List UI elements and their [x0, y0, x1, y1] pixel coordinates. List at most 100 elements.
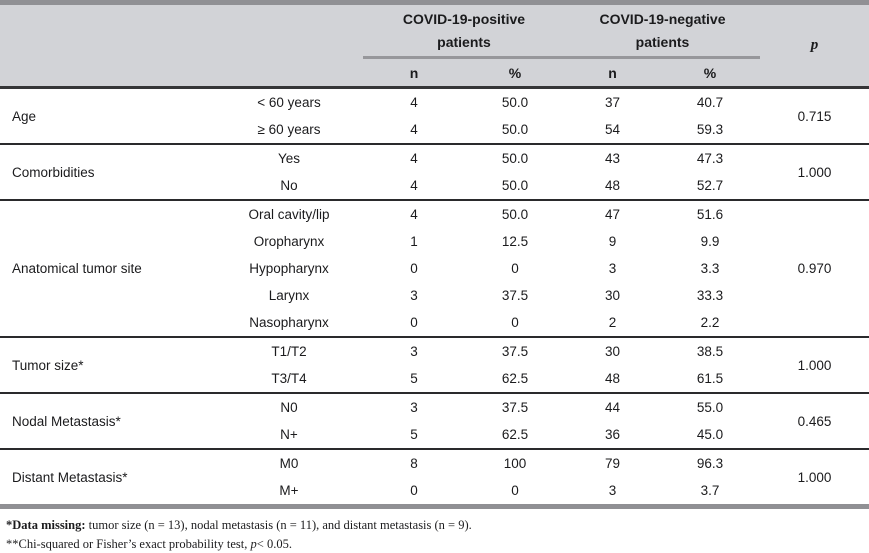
cell-neg-pct: 55.0 [696, 400, 724, 415]
cell-neg-pct: 51.6 [696, 207, 724, 222]
table-row: Tumor size* T1/T2 3 37.5 30 38.5 1.000 [0, 337, 869, 373]
category-label: Tumor size* [12, 357, 84, 373]
cell-neg-pct: 33.3 [696, 288, 724, 303]
cell-p-value: 1.000 [797, 469, 832, 485]
cell-sublabel: M+ [279, 483, 299, 498]
cell-sublabel: < 60 years [257, 95, 321, 110]
category-label: Nodal Metastasis* [12, 413, 121, 429]
cell-pos-n: 0 [410, 315, 418, 330]
cell-neg-n: 54 [604, 122, 621, 137]
category-label: Distant Metastasis* [12, 469, 128, 485]
footnote-test-prefix: **Chi-squared or Fisher’s exact probabil… [6, 536, 251, 551]
table-row: Comorbidities Yes 4 50.0 43 47.3 1.000 [0, 144, 869, 180]
table-row: Larynx 3 37.5 30 33.3 [0, 282, 869, 309]
header-group-covid-positive: COVID-19-positive patients [363, 2, 565, 59]
category-label: Age [12, 108, 37, 124]
table-row: Oropharynx 1 12.5 9 9.9 [0, 228, 869, 255]
results-table: COVID-19-positive patients COVID-19-nega… [0, 0, 869, 509]
cell-neg-pct: 38.5 [696, 344, 724, 359]
cell-neg-n: 2 [608, 315, 617, 330]
cell-pos-n: 5 [410, 427, 418, 442]
table-row: T3/T4 5 62.5 48 61.5 [0, 365, 869, 393]
cell-p-value: 1.000 [797, 357, 832, 373]
cell-neg-n: 37 [604, 95, 621, 110]
cell-sublabel: Oropharynx [253, 234, 325, 249]
cell-pos-n: 3 [410, 344, 418, 359]
table-header: COVID-19-positive patients COVID-19-nega… [0, 2, 869, 88]
cell-neg-n: 48 [604, 178, 621, 193]
cell-p-value: 0.970 [797, 261, 832, 276]
cell-pos-pct: 62.5 [501, 371, 529, 386]
table-row: Nasopharynx 0 0 2 2.2 [0, 309, 869, 337]
cell-sublabel: N+ [280, 427, 298, 442]
table-row: ≥ 60 years 4 50.0 54 59.3 [0, 116, 869, 144]
footnote-test-suffix: < 0.05. [256, 536, 292, 551]
cell-p-value: 0.465 [797, 413, 832, 429]
cell-pos-n: 0 [410, 261, 418, 276]
cell-pos-pct: 62.5 [501, 427, 529, 442]
cell-sublabel: ≥ 60 years [257, 122, 321, 137]
table-footnotes: *Data missing: tumor size (n = 13), noda… [6, 516, 869, 553]
cell-neg-pct: 3.7 [700, 483, 720, 498]
table-row: Hypopharynx 0 0 3 3.3 [0, 255, 869, 282]
table-row: Anatomical tumor site Oral cavity/lip 4 … [0, 200, 869, 276]
cell-pos-n: 1 [410, 234, 418, 249]
cell-neg-n: 47 [604, 207, 621, 222]
cell-sublabel: Hypopharynx [249, 261, 329, 276]
cell-neg-n: 48 [604, 371, 621, 386]
cell-pos-pct: 0 [511, 483, 519, 498]
cell-sublabel: Nasopharynx [249, 315, 329, 330]
cell-sublabel: Oral cavity/lip [248, 207, 330, 222]
header-group-row: COVID-19-positive patients COVID-19-nega… [0, 2, 869, 59]
cell-pos-n: 0 [410, 483, 418, 498]
footnote-statistical-test: **Chi-squared or Fisher’s exact probabil… [6, 535, 869, 553]
cell-neg-pct: 52.7 [696, 178, 724, 193]
table-row: Distant Metastasis* M0 8 100 79 96.3 1.0… [0, 449, 869, 485]
cell-pos-pct: 50.0 [501, 122, 529, 137]
cell-pos-n: 3 [410, 288, 418, 303]
cell-neg-n: 9 [608, 234, 617, 249]
footnote-p-symbol: p [250, 536, 257, 551]
cell-pos-n: 4 [410, 178, 418, 193]
table-row: N+ 5 62.5 36 45.0 [0, 421, 869, 449]
cell-pos-n: 4 [410, 207, 418, 222]
footnote-bold-text: *Data missing: [6, 518, 86, 532]
cell-neg-n: 79 [604, 456, 621, 471]
cell-neg-n: 36 [604, 427, 621, 442]
section-age: Age < 60 years 4 50.0 37 40.7 0.715 ≥ 60… [0, 88, 869, 145]
footnote-data-missing: *Data missing: tumor size (n = 13), noda… [6, 516, 869, 535]
cell-neg-n: 30 [604, 344, 621, 359]
section-comorbidities: Comorbidities Yes 4 50.0 43 47.3 1.000 N… [0, 144, 869, 200]
cell-pos-pct: 50.0 [501, 151, 529, 166]
category-label: Anatomical tumor site [12, 261, 142, 276]
header-group-covid-negative-label: COVID-19-negative patients [599, 11, 726, 50]
header-blank-cell [0, 3, 363, 88]
cell-sublabel: Yes [277, 151, 301, 166]
header-n-negative: n [608, 64, 617, 81]
header-sub-row: n % n % [0, 58, 869, 88]
category-label: Comorbidities [12, 164, 95, 180]
cell-pos-pct: 0 [511, 261, 519, 276]
header-pct-positive: % [508, 64, 522, 81]
section-distant-metastasis: Distant Metastasis* M0 8 100 79 96.3 1.0… [0, 449, 869, 507]
cell-pos-n: 4 [410, 151, 418, 166]
cell-neg-pct: 9.9 [700, 234, 720, 249]
cell-neg-n: 3 [608, 483, 617, 498]
section-nodal-metastasis: Nodal Metastasis* N0 3 37.5 44 55.0 0.46… [0, 393, 869, 449]
cell-pos-n: 5 [410, 371, 418, 386]
cell-pos-pct: 37.5 [501, 288, 529, 303]
cell-sublabel: M0 [279, 456, 299, 471]
footnote-rest-text: tumor size (n = 13), nodal metastasis (n… [85, 518, 472, 532]
cell-pos-pct: 50.0 [501, 207, 529, 222]
cell-neg-pct: 47.3 [696, 151, 724, 166]
cell-pos-pct: 100 [503, 456, 527, 471]
cell-sublabel: Larynx [268, 288, 310, 303]
cell-sublabel: N0 [280, 400, 298, 415]
cell-p-value: 0.715 [797, 108, 832, 124]
cell-neg-pct: 61.5 [696, 371, 724, 386]
header-group-covid-positive-label: COVID-19-positive patients [402, 11, 526, 50]
cell-neg-n: 43 [604, 151, 621, 166]
cell-sublabel: No [280, 178, 298, 193]
cell-p-value: 1.000 [797, 164, 832, 180]
